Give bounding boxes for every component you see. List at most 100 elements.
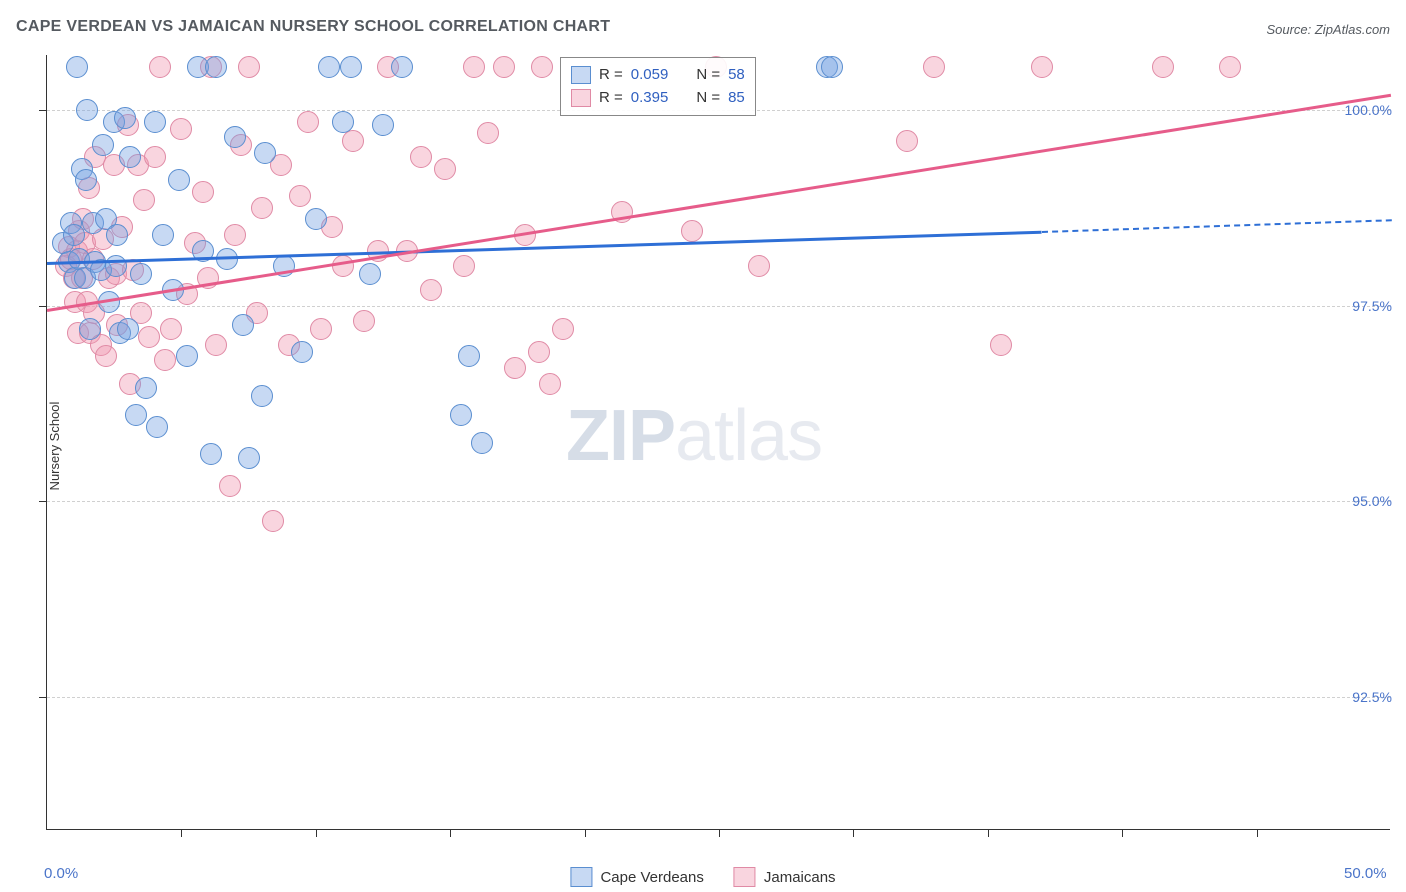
y-tick xyxy=(39,306,47,307)
x-tick xyxy=(1257,829,1258,837)
data-point xyxy=(552,318,574,340)
legend-series-label: Cape Verdeans xyxy=(600,869,703,886)
x-tick xyxy=(988,829,989,837)
legend-r-value: 0.059 xyxy=(631,64,669,87)
data-point xyxy=(463,56,485,78)
data-point xyxy=(1152,56,1174,78)
data-point xyxy=(531,56,553,78)
y-tick xyxy=(39,110,47,111)
data-point xyxy=(391,56,413,78)
legend-n-label: N = xyxy=(696,87,720,110)
data-point xyxy=(471,432,493,454)
data-point xyxy=(748,255,770,277)
x-tick xyxy=(719,829,720,837)
data-point xyxy=(353,310,375,332)
trend-line xyxy=(47,94,1391,312)
data-point xyxy=(176,345,198,367)
trend-line-dash xyxy=(1042,219,1391,233)
data-point xyxy=(76,99,98,121)
data-point xyxy=(170,118,192,140)
data-point xyxy=(318,56,340,78)
data-point xyxy=(130,263,152,285)
data-point xyxy=(410,146,432,168)
scatter-plot: ZIPatlas xyxy=(46,55,1390,830)
data-point xyxy=(75,169,97,191)
legend-r-label: R = xyxy=(599,87,623,110)
legend-n-label: N = xyxy=(696,64,720,87)
data-point xyxy=(144,111,166,133)
data-point xyxy=(458,345,480,367)
data-point xyxy=(504,357,526,379)
gridline-h xyxy=(47,501,1390,502)
bottom-legend-item: Jamaicans xyxy=(734,867,836,887)
data-point xyxy=(114,107,136,129)
data-point xyxy=(160,318,182,340)
data-point xyxy=(117,318,139,340)
data-point xyxy=(133,189,155,211)
data-point xyxy=(205,56,227,78)
data-point xyxy=(453,255,475,277)
data-point xyxy=(168,169,190,191)
data-point xyxy=(219,475,241,497)
data-point xyxy=(154,349,176,371)
data-point xyxy=(297,111,319,133)
y-tick-label: 97.5% xyxy=(1352,298,1392,314)
data-point xyxy=(340,56,362,78)
data-point xyxy=(681,220,703,242)
x-tick xyxy=(1122,829,1123,837)
y-tick-label: 95.0% xyxy=(1352,493,1392,509)
watermark-zip: ZIP xyxy=(566,396,675,476)
data-point xyxy=(125,404,147,426)
data-point xyxy=(1031,56,1053,78)
y-tick xyxy=(39,697,47,698)
x-tick xyxy=(585,829,586,837)
data-point xyxy=(251,197,273,219)
data-point xyxy=(923,56,945,78)
data-point xyxy=(152,224,174,246)
data-point xyxy=(896,130,918,152)
x-tick-label-max: 50.0% xyxy=(1344,865,1387,882)
data-point xyxy=(477,122,499,144)
gridline-h xyxy=(47,697,1390,698)
bottom-legend: Cape Verdeans Jamaicans xyxy=(570,867,835,887)
x-tick xyxy=(450,829,451,837)
data-point xyxy=(119,146,141,168)
data-point xyxy=(135,377,157,399)
data-point xyxy=(342,130,364,152)
x-tick xyxy=(316,829,317,837)
x-tick xyxy=(181,829,182,837)
data-point xyxy=(106,224,128,246)
chart-title: CAPE VERDEAN VS JAMAICAN NURSERY SCHOOL … xyxy=(16,18,610,36)
data-point xyxy=(146,416,168,438)
data-point xyxy=(372,114,394,136)
data-point xyxy=(289,185,311,207)
data-point xyxy=(224,224,246,246)
legend-stats-row: R =0.395N =85 xyxy=(571,87,745,110)
legend-swatch xyxy=(571,89,591,107)
data-point xyxy=(92,134,114,156)
data-point xyxy=(305,208,327,230)
data-point xyxy=(291,341,313,363)
data-point xyxy=(310,318,332,340)
legend-series-label: Jamaicans xyxy=(764,869,836,886)
x-tick xyxy=(853,829,854,837)
data-point xyxy=(262,510,284,532)
watermark-atlas: atlas xyxy=(675,396,822,476)
y-tick-label: 100.0% xyxy=(1345,102,1392,118)
data-point xyxy=(200,443,222,465)
bottom-legend-item: Cape Verdeans xyxy=(570,867,703,887)
data-point xyxy=(332,255,354,277)
legend-swatch xyxy=(734,867,756,887)
data-point xyxy=(251,385,273,407)
legend-swatch xyxy=(570,867,592,887)
data-point xyxy=(528,341,550,363)
legend-r-label: R = xyxy=(599,64,623,87)
legend-stats-row: R =0.059N =58 xyxy=(571,64,745,87)
legend-swatch xyxy=(571,66,591,84)
data-point xyxy=(332,111,354,133)
data-point xyxy=(224,126,246,148)
data-point xyxy=(420,279,442,301)
data-point xyxy=(359,263,381,285)
y-tick-label: 92.5% xyxy=(1352,689,1392,705)
watermark: ZIPatlas xyxy=(566,395,822,477)
